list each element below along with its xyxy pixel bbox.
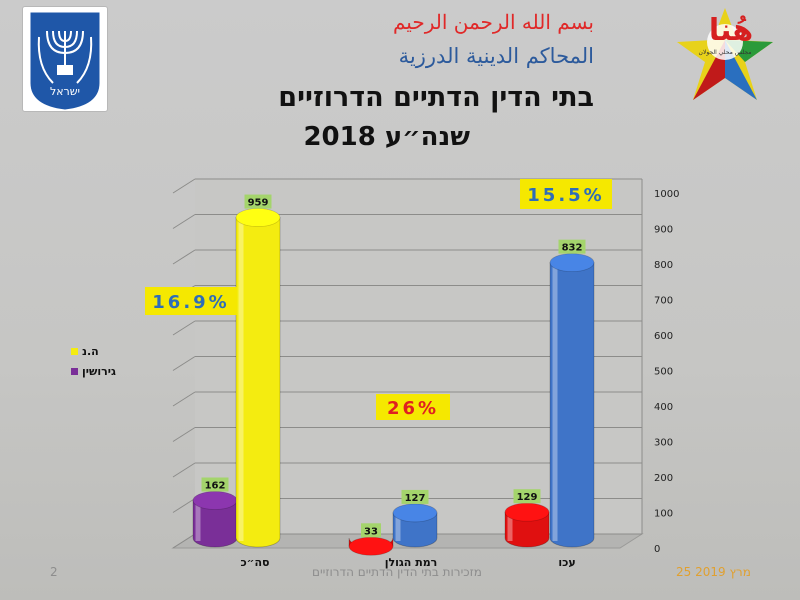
percentage-label: 16.9% [152, 292, 229, 313]
y-tick-label: 800 [654, 260, 673, 271]
percentage-box [145, 287, 237, 315]
data-label-marriage-bg [558, 239, 586, 254]
data-label-divorce: 33 [364, 526, 378, 537]
bar-marriage-0-top [235, 208, 281, 227]
page-subtitle: שנה״ע 2018 [303, 122, 470, 152]
data-label-marriage-bg [401, 489, 429, 504]
legend-swatch [71, 368, 78, 375]
x-category-label: רמת הגולן [385, 556, 438, 569]
grid-line-side [172, 356, 196, 371]
emblem-caption: ישראל [50, 85, 80, 98]
logo-word: هُنا [709, 13, 753, 48]
grid-line-side [172, 533, 196, 549]
footer-date: 25 מרץ 2019 [676, 565, 751, 579]
y-tick-label: 0 [654, 544, 660, 555]
data-label-divorce-bg [513, 489, 541, 504]
percentage-label: 26% [387, 398, 439, 419]
bar-marriage-1 [392, 503, 438, 548]
data-label-marriage: 959 [248, 198, 269, 209]
bar-marriage-0-body [235, 217, 281, 548]
y-tick-label: 400 [654, 402, 673, 413]
bar-divorce-2-top [504, 502, 550, 522]
bar-marriage-1-body [392, 512, 438, 548]
percentage-label: 15.5% [527, 185, 604, 206]
grid-line-side [172, 320, 196, 336]
data-label-divorce: 162 [205, 480, 226, 491]
footer-page-number: 2 [50, 565, 58, 579]
legend-label: ה.נ [82, 345, 99, 358]
arabic-courts-name: المحاكم الدينية الدرزية [398, 44, 594, 68]
data-label-marriage: 832 [562, 243, 583, 254]
data-label-divorce-bg [361, 523, 381, 538]
bar-divorce-0-top [192, 491, 238, 510]
x-category-label: סה״כ [240, 556, 269, 569]
data-label-divorce-bg [201, 477, 229, 492]
bar-divorce-2 [504, 502, 550, 548]
bar-marriage-1-top [392, 503, 438, 523]
data-label-divorce: 129 [517, 492, 538, 503]
y-tick-label: 300 [654, 438, 673, 449]
percentage-box [520, 179, 612, 209]
grid-line-side [172, 178, 196, 194]
state-emblem: ישראל [22, 6, 108, 112]
y-tick-label: 1000 [654, 189, 679, 200]
grid-line-side [172, 498, 196, 513]
bar-marriage-0 [235, 208, 281, 548]
grid-line-side [172, 462, 196, 478]
y-tick-label: 200 [654, 473, 673, 484]
legend-swatch [71, 348, 78, 355]
footer-center-text: מזכירות בתי הדין הדתיים הדרוזיים [312, 565, 482, 579]
bar-divorce-2-body [504, 511, 550, 548]
percentage-box [376, 394, 450, 420]
y-tick-label: 700 [654, 296, 673, 307]
bar-divorce-1-top [348, 536, 394, 556]
bar-divorce-1 [348, 536, 394, 556]
logo-caption: مجلس محلي الجولان [699, 49, 752, 56]
bar-marriage-2 [549, 253, 595, 548]
bar-marriage-2-top [549, 253, 595, 273]
data-label-marriage: 127 [405, 493, 426, 504]
council-logo: هُنا مجلس محلي الجولان [677, 8, 773, 100]
grid-line-side [172, 427, 196, 442]
page-title: בתי הדין הדתיים הדרוזיים [278, 82, 594, 113]
y-tick-label: 500 [654, 367, 673, 378]
y-tick-label: 100 [654, 509, 673, 520]
grid-line-side [172, 391, 196, 407]
x-category-label: עכו [558, 556, 575, 569]
grid-line-side [172, 249, 196, 265]
bar-divorce-0 [192, 491, 238, 548]
y-tick-label: 600 [654, 331, 673, 342]
y-tick-label: 900 [654, 225, 673, 236]
data-label-marriage-bg [244, 194, 272, 209]
bar-marriage-2-body [549, 262, 595, 548]
legend-label: גירושין [82, 365, 116, 378]
grid-line-side [172, 214, 196, 229]
arabic-basmala: بسم الله الرحمن الرحيم [392, 10, 594, 34]
